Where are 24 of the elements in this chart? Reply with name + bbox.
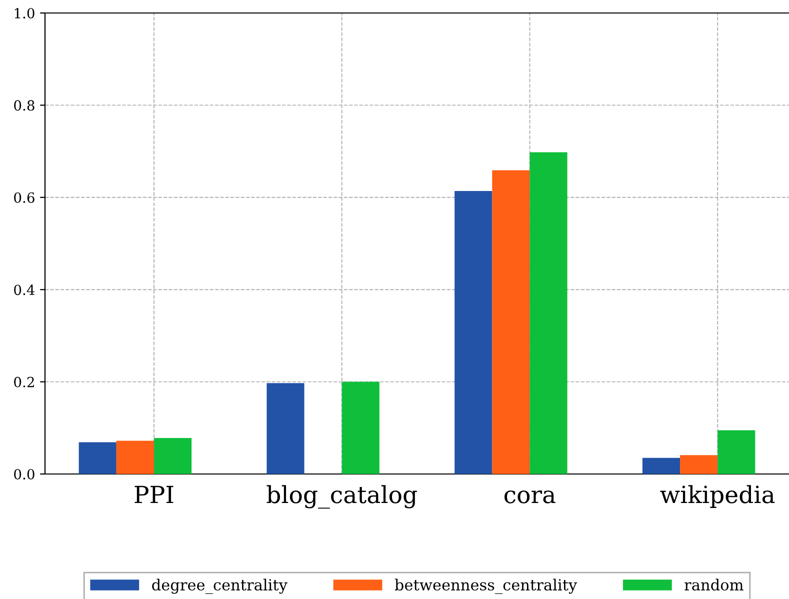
x-tick-label: wikipedia	[660, 485, 775, 508]
x-tick-label: PPI	[134, 486, 174, 504]
legend-label: betweenness_centrality	[394, 578, 578, 594]
bar	[266, 383, 304, 474]
bar	[492, 170, 530, 474]
legend-label: degree_centrality	[152, 578, 288, 594]
x-tick-label: blog_catalog	[266, 485, 417, 509]
bar	[78, 442, 116, 474]
bar	[342, 382, 380, 474]
bar	[718, 430, 756, 474]
bar	[680, 455, 718, 474]
bar	[642, 458, 680, 474]
legend-label: random	[684, 578, 744, 591]
y-tick-label: 0.0	[14, 468, 34, 480]
y-tick-label: 0.6	[14, 192, 34, 203]
bar	[116, 440, 154, 474]
bar	[530, 152, 568, 474]
y-tick-label: 0.2	[14, 376, 34, 388]
x-tick-label: cora	[504, 490, 556, 504]
y-tick-label: 1.0	[14, 8, 34, 18]
y-tick-label: 0.4	[14, 284, 35, 296]
bar	[454, 190, 492, 474]
bar	[154, 438, 192, 474]
y-tick-label: 0.8	[14, 100, 34, 111]
